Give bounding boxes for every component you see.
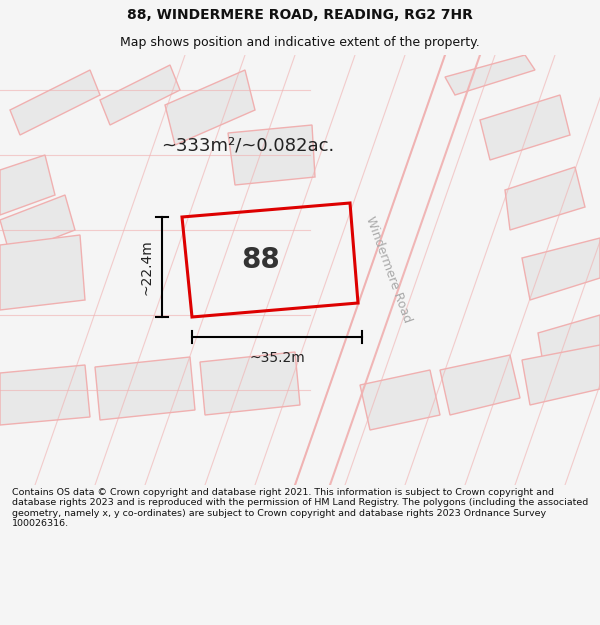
Polygon shape xyxy=(95,357,195,420)
Polygon shape xyxy=(360,370,440,430)
Text: ~333m²/~0.082ac.: ~333m²/~0.082ac. xyxy=(161,136,335,154)
Polygon shape xyxy=(440,355,520,415)
Polygon shape xyxy=(505,167,585,230)
Text: ~35.2m: ~35.2m xyxy=(249,351,305,365)
Polygon shape xyxy=(480,95,570,160)
Text: ~22.4m: ~22.4m xyxy=(140,239,154,295)
Polygon shape xyxy=(0,155,55,215)
Polygon shape xyxy=(100,65,180,125)
Polygon shape xyxy=(165,70,255,145)
Polygon shape xyxy=(522,238,600,300)
Polygon shape xyxy=(10,70,100,135)
Text: Map shows position and indicative extent of the property.: Map shows position and indicative extent… xyxy=(120,36,480,49)
Polygon shape xyxy=(0,195,75,255)
Polygon shape xyxy=(0,365,90,425)
Polygon shape xyxy=(522,345,600,405)
Polygon shape xyxy=(445,55,535,95)
Text: 88: 88 xyxy=(241,246,280,274)
Polygon shape xyxy=(200,352,300,415)
Polygon shape xyxy=(0,235,85,310)
Text: Windermere Road: Windermere Road xyxy=(362,215,413,325)
Text: Contains OS data © Crown copyright and database right 2021. This information is : Contains OS data © Crown copyright and d… xyxy=(12,488,588,528)
Polygon shape xyxy=(228,125,315,185)
Text: 88, WINDERMERE ROAD, READING, RG2 7HR: 88, WINDERMERE ROAD, READING, RG2 7HR xyxy=(127,8,473,22)
Polygon shape xyxy=(538,315,600,375)
